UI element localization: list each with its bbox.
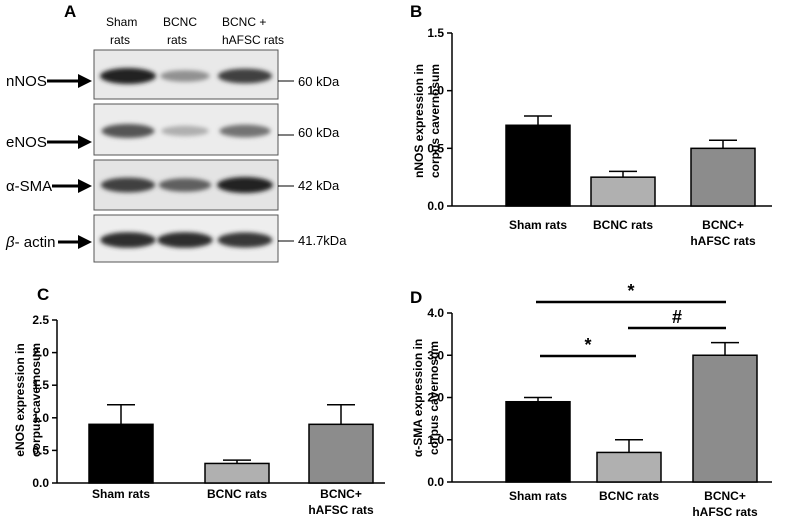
blot-label-enos: eNOS [6,134,47,151]
x-category-label: BCNC+ [320,487,362,501]
lane-label-hafsc-line2: hAFSC rats [222,33,284,47]
y-tick-label: 1.5 [32,378,49,392]
y-tick-label: 1.0 [32,411,49,425]
blot-rows: nNOS 60 kDa eNOS 60 kDa [5,49,347,263]
kda-label-enos: 60 kDa [298,125,340,140]
lane-label-bcnc-line2: rats [167,33,187,47]
blot-label-nnos: nNOS [6,73,47,90]
chart-d-plot: 0.0 1.0 2.0 3.0 4.0 Sham rats BCNC rats BCNC+ hA… [427,306,772,519]
arrow-icon [52,179,92,193]
panel-d-alpha-sma-chart: D α-SMA expression in corpus cavernosum … [410,281,772,519]
arrow-icon [58,235,92,249]
blot-bands [100,68,273,248]
bar [690,147,756,207]
y-axis-label-c-line1: eNOS expression in [13,343,27,456]
bar [88,423,154,484]
panel-letter-d: D [410,288,422,307]
arrow-icon [47,135,92,149]
y-tick-label: 0.5 [427,141,444,155]
bar [590,176,656,207]
significance-brackets: * # * [536,281,726,358]
y-tick-label: 2.0 [32,346,49,360]
panel-a-western-blot: A Sham rats BCNC rats BCNC + hAFSC rats … [5,2,347,263]
chart-b-plot: 0.0 0.5 1.0 1.5 Sham rats BCNC rats BCNC+ hAFSC… [427,26,772,248]
y-tick-label: 3.0 [427,348,444,362]
bar [505,400,571,483]
blot-band [101,124,155,138]
x-category-label: BCNC rats [599,489,659,503]
bar [596,451,662,483]
x-category-label: BCNC rats [207,487,267,501]
chart-c-plot: 0.0 0.5 1.0 1.5 2.0 2.5 Sham rats BCNC rats BCNC… [32,313,385,517]
panel-b-nnos-chart: B nNOS expression in corpus cavernosum 0… [410,2,772,248]
y-tick-label: 2.5 [32,313,49,327]
x-category-label: Sham rats [509,489,567,503]
y-axis-label-b-line1: nNOS expression in [412,64,426,178]
bar [308,423,374,484]
panel-c-enos-chart: C eNOS expression in corpus cavernosum 0… [13,285,385,517]
kda-label-alpha-sma: 42 kDa [298,178,340,193]
x-category-label: BCNC+ [702,218,744,232]
panel-letter-b: B [410,2,422,21]
y-tick-label: 1.0 [427,84,444,98]
kda-label-beta-actin: 41.7kDa [298,233,347,248]
x-category-label: BCNC+ [704,489,746,503]
x-category-label: Sham rats [509,218,567,232]
lane-label-hafsc-line1: BCNC + [222,15,266,29]
y-tick-label: 1.0 [427,433,444,447]
y-axis-label-b-line2: corpus cavernosum [428,64,442,178]
blot-band [100,177,156,193]
y-tick-label: 0.0 [32,476,49,490]
kda-label-nnos: 60 kDa [298,74,340,89]
blot-band [219,124,271,138]
panel-letter-a: A [64,2,76,21]
arrow-icon [47,74,92,88]
y-tick-label: 0.0 [427,475,444,489]
x-category-label: BCNC rats [593,218,653,232]
blot-band [157,232,213,248]
y-axis-label-d-line2: corpus cavernosum [427,341,441,455]
blot-band [100,68,156,84]
bar [692,354,758,483]
y-tick-label: 4.0 [427,306,444,320]
y-tick-label: 2.0 [427,391,444,405]
blot-label-beta-actin: β- actin [5,234,55,251]
blot-band [217,177,273,193]
x-category-label: hAFSC rats [690,234,756,248]
blot-label-alpha-sma: α-SMA [6,178,52,195]
y-tick-label: 0.0 [427,199,444,213]
y-tick-label: 0.5 [32,443,49,457]
blot-band [217,68,273,84]
panel-letter-c: C [37,285,49,304]
bar [505,124,571,207]
significance-marker: * [627,281,634,301]
lane-label-sham-line2: rats [110,33,130,47]
lane-labels: Sham rats BCNC rats BCNC + hAFSC rats [106,15,284,47]
blot-band [161,125,209,137]
blot-band [158,178,212,192]
blot-band [160,70,210,82]
x-category-label: Sham rats [92,487,150,501]
significance-marker: # [672,307,682,327]
lane-label-sham-line1: Sham [106,15,137,29]
x-category-label: hAFSC rats [308,503,374,517]
significance-marker: * [584,335,591,355]
y-tick-label: 1.5 [427,26,444,40]
lane-label-bcnc-line1: BCNC [163,15,197,29]
blot-band [100,232,156,248]
y-axis-label-d-line1: α-SMA expression in [411,339,425,457]
blot-band [217,232,273,248]
x-category-label: hAFSC rats [692,505,758,519]
y-axis-label-c-line2: corpus cavernosum [29,343,43,457]
bar [204,462,270,484]
